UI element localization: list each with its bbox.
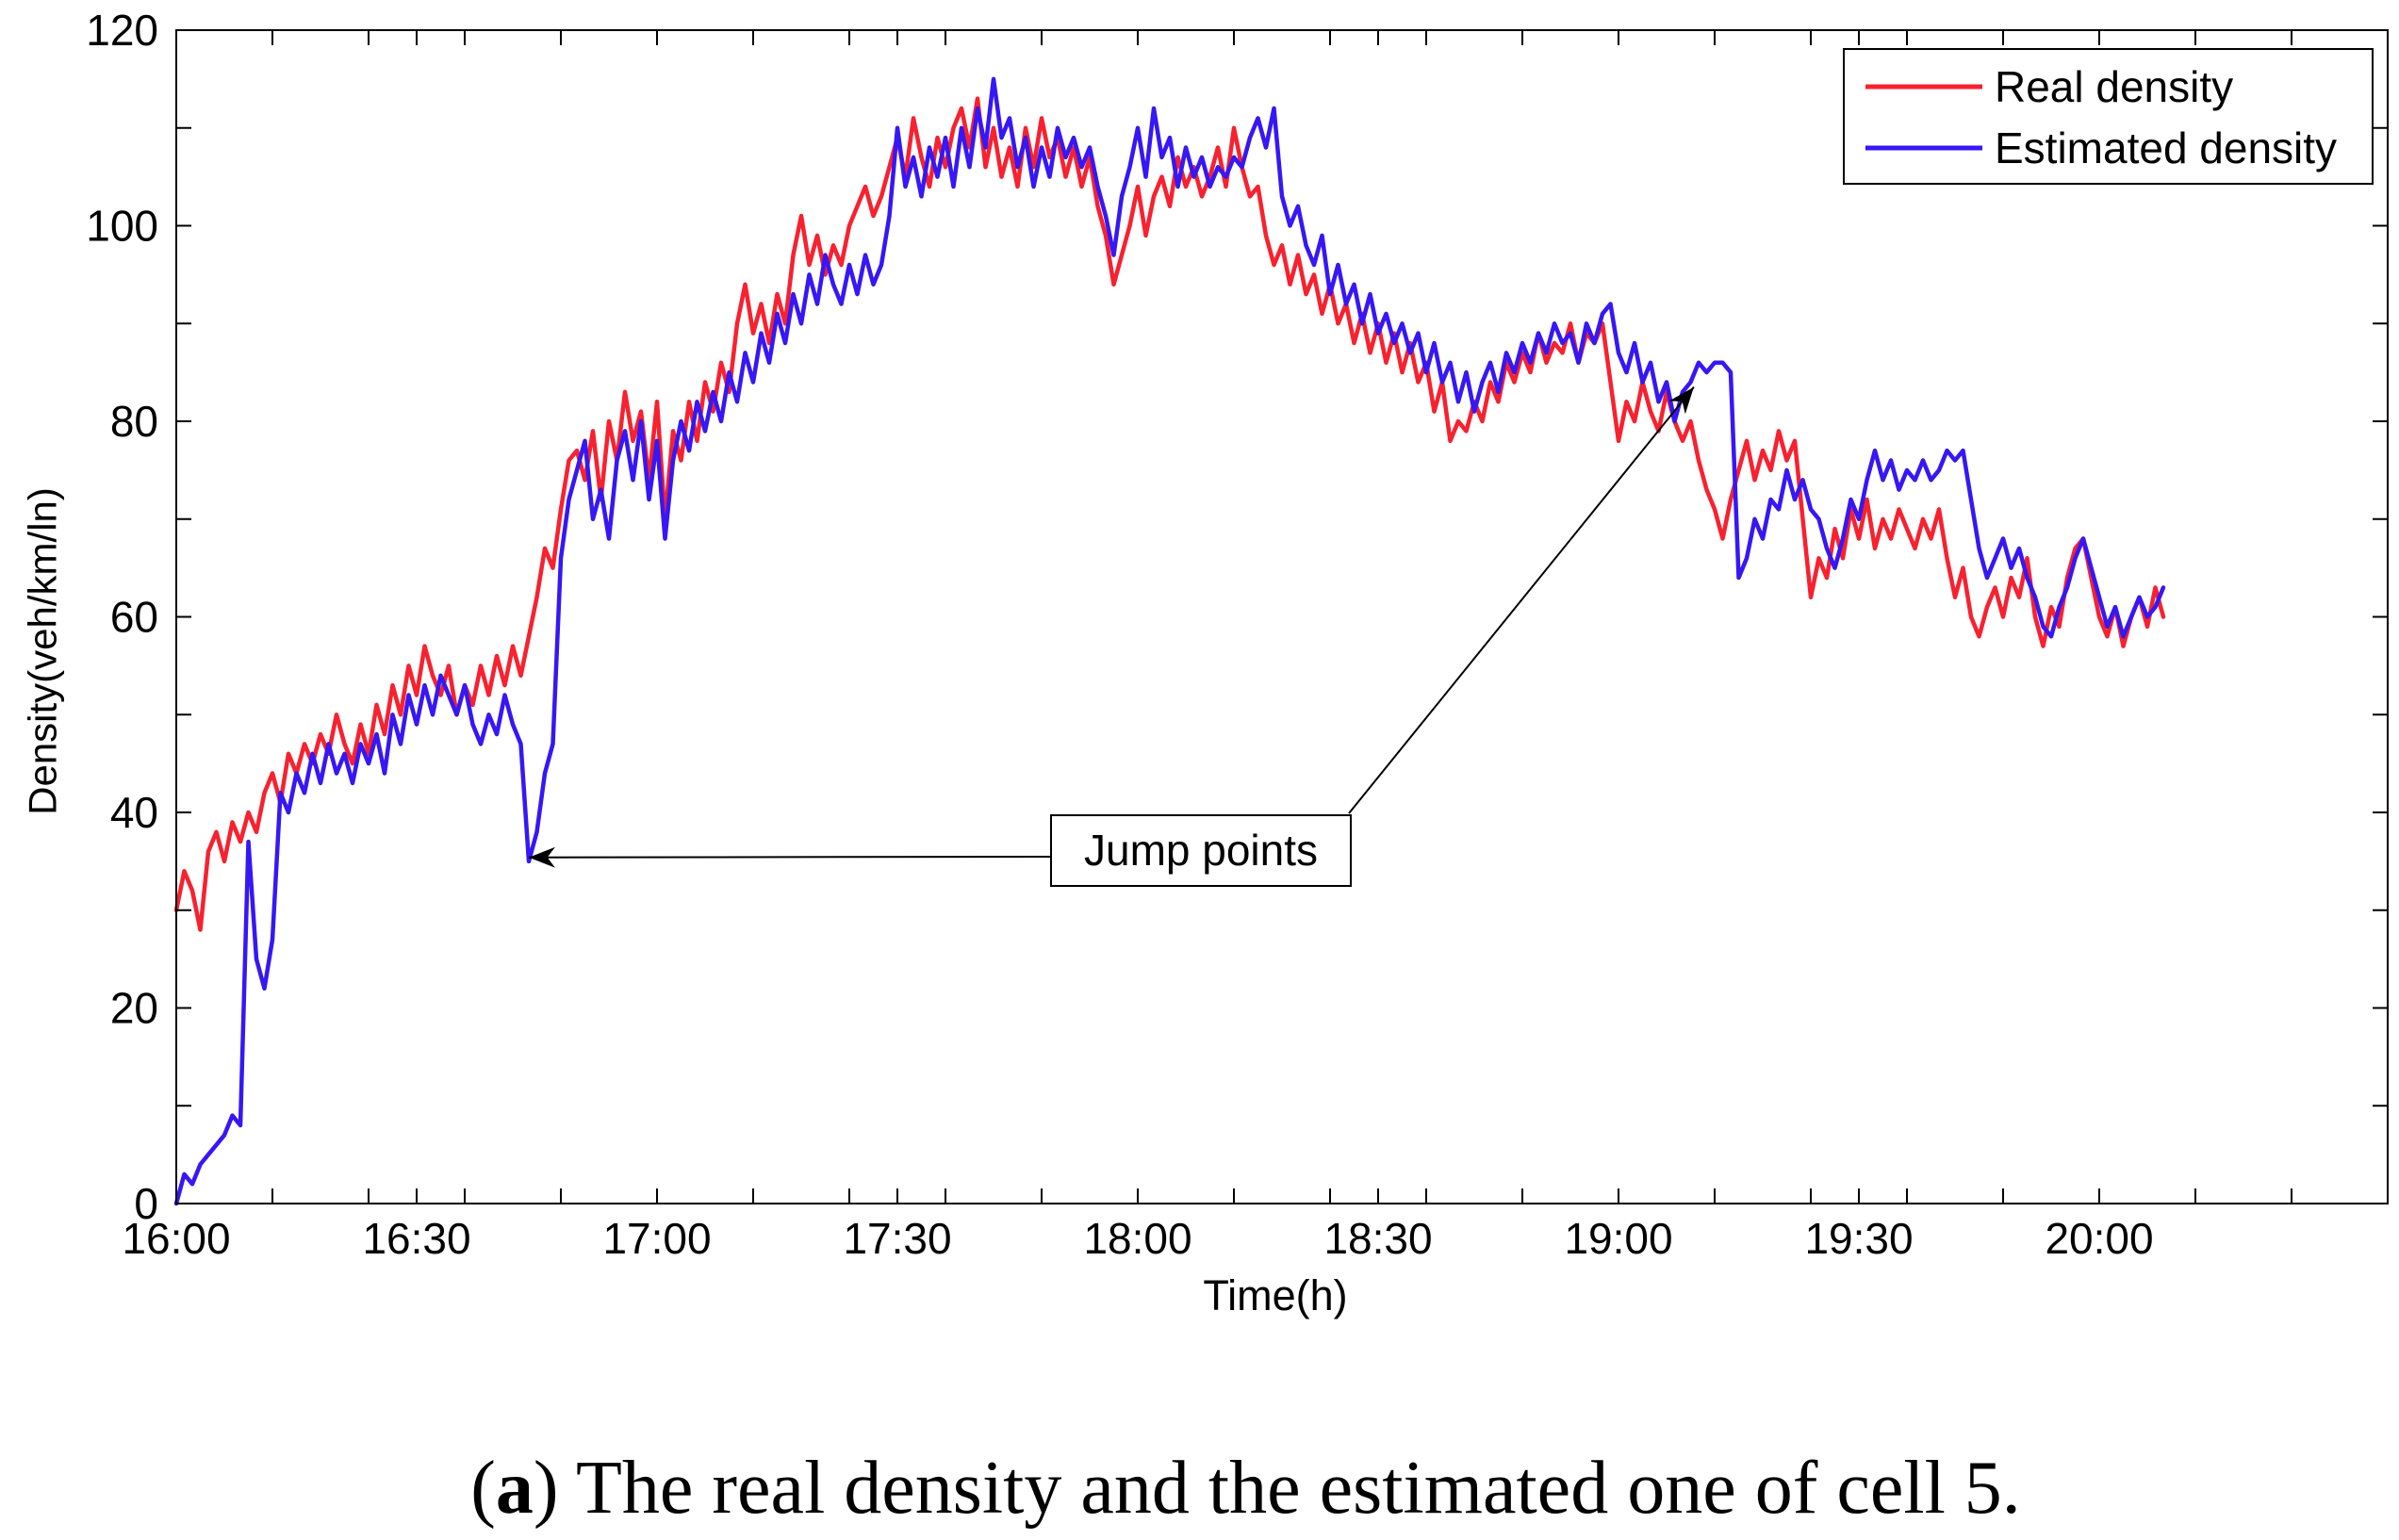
caption-label: a <box>495 1447 534 1530</box>
x-tick-label: 16:30 <box>362 1214 470 1263</box>
y-tick-label: 120 <box>86 6 158 55</box>
legend: Real density Estimated density <box>1843 48 2374 185</box>
annotation-label: Jump points <box>1084 826 1318 875</box>
legend-box <box>1843 48 2374 185</box>
x-tick-label: 17:00 <box>602 1214 711 1263</box>
y-tick-label: 60 <box>110 593 158 642</box>
series-line-estimated-density <box>173 76 2166 1206</box>
x-tick-label: 20:00 <box>2045 1214 2153 1263</box>
axis-tick-labels: 16:00 16:30 17:00 17:30 18:00 18:30 19:00 19:30… <box>86 6 2153 1263</box>
series-layer <box>173 76 2166 1206</box>
caption-open-paren: ( <box>470 1447 496 1530</box>
y-tick-label: 0 <box>134 1179 158 1228</box>
x-tick-label: 16:00 <box>122 1214 230 1263</box>
figure-caption: (a) The real density and the estimated o… <box>0 1450 2399 1526</box>
annotation-arrowhead-1 <box>529 846 555 868</box>
annotation-arrowhead-2 <box>1668 386 1694 415</box>
x-tick-label: 18:00 <box>1083 1214 1191 1263</box>
x-tick-label: 17:30 <box>843 1214 951 1263</box>
caption-close-paren: ) <box>533 1447 559 1530</box>
annotation-arrow-line-1 <box>528 856 1052 859</box>
series-line-real-density <box>173 96 2166 932</box>
caption-text: The real density and the estimated one o… <box>576 1447 2021 1530</box>
x-tick-label: 18:30 <box>1323 1214 1432 1263</box>
y-tick-label: 40 <box>110 788 158 837</box>
jump-points-annotation: Jump points <box>528 386 1695 887</box>
plot-area-frame <box>175 29 2389 1204</box>
legend-label-estimated-density: Estimated density <box>1995 123 2337 172</box>
y-axis-label: Density(veh/km/ln) <box>21 487 65 815</box>
y-tick-label: 100 <box>86 202 158 251</box>
x-axis-label: Time(h) <box>1203 1271 1347 1319</box>
x-tick-label: 19:00 <box>1564 1214 1672 1263</box>
annotation-box <box>1050 814 1352 887</box>
legend-label-real-density: Real density <box>1995 62 2233 111</box>
x-tick-label: 19:30 <box>1804 1214 1913 1263</box>
y-tick-label: 80 <box>110 397 158 446</box>
y-tick-label: 20 <box>110 984 158 1033</box>
annotation-arrow-line-2 <box>1348 386 1695 814</box>
